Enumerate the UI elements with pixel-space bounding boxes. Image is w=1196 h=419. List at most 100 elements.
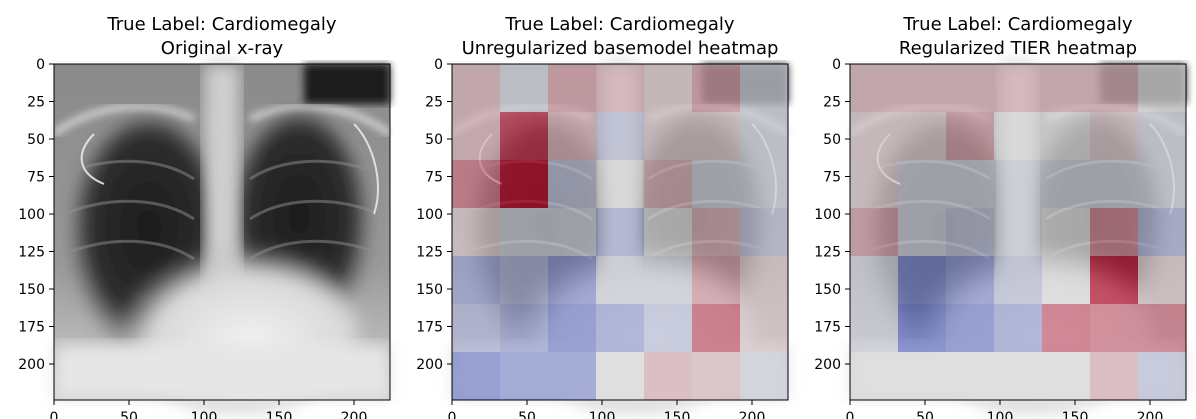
y-tick-label-200: 200 xyxy=(18,357,45,373)
heatmap-cell-r0-c0 xyxy=(452,64,500,112)
heatmap-cell-r5-c2 xyxy=(946,304,994,352)
heatmap-cell-r0-c3 xyxy=(596,64,644,112)
y-tick-label-125: 125 xyxy=(18,245,45,261)
heatmap-cell-r4-c6 xyxy=(740,256,788,304)
heatmap-cell-r2-c0 xyxy=(452,160,500,208)
panel-2-x-ticks: 0 50 100 150 200 xyxy=(448,400,766,419)
heatmap-cell-r5-c2 xyxy=(548,304,596,352)
panel-3-title: True Label: Cardiomegaly xyxy=(902,14,1132,35)
heatmap-cell-r5-c1 xyxy=(500,304,548,352)
heatmap-cell-r4-c2 xyxy=(946,256,994,304)
heatmap-cell-r5-c5 xyxy=(1090,304,1138,352)
y-tick-label-150: 150 xyxy=(814,282,841,298)
heatmap-cell-r0-c2 xyxy=(548,64,596,112)
panel-1: True Label: Cardiomegaly Original x-ray … xyxy=(18,14,390,419)
y-tick-label-125: 125 xyxy=(814,245,841,261)
heatmap-cell-r3-c3 xyxy=(994,208,1042,256)
heatmap-cell-r6-c3 xyxy=(596,352,644,400)
heatmap-cell-r2-c6 xyxy=(1138,160,1186,208)
heatmap-cell-r4-c4 xyxy=(1042,256,1090,304)
heatmap-cell-r6-c0 xyxy=(850,352,898,400)
heatmap-cell-r0-c3 xyxy=(994,64,1042,112)
heatmap-cell-r5-c0 xyxy=(850,304,898,352)
heatmap-cell-r1-c1 xyxy=(500,112,548,160)
heatmap-cell-r2-c1 xyxy=(500,160,548,208)
x-tick-label-200: 200 xyxy=(341,410,368,419)
heatmap-cell-r2-c2 xyxy=(946,160,994,208)
panel-3-subtitle: Regularized TIER heatmap xyxy=(899,38,1137,59)
xray-image xyxy=(54,64,390,414)
x-tick-label-200: 200 xyxy=(1137,410,1164,419)
heatmap-cell-r0-c4 xyxy=(644,64,692,112)
x-tick-label-0: 0 xyxy=(50,410,59,419)
x-tick-label-0: 0 xyxy=(846,410,855,419)
heatmap-cell-r4-c2 xyxy=(548,256,596,304)
y-tick-label-100: 100 xyxy=(18,207,45,223)
y-tick-label-150: 150 xyxy=(18,282,45,298)
heatmap-cell-r4-c1 xyxy=(898,256,946,304)
heatmap-cell-r3-c0 xyxy=(850,208,898,256)
heatmap-cell-r1-c3 xyxy=(596,112,644,160)
heatmap-cell-r6-c4 xyxy=(1042,352,1090,400)
x-tick-label-0: 0 xyxy=(448,410,457,419)
heatmap-cell-r6-c1 xyxy=(898,352,946,400)
panel-3-y-ticks: 0 25 50 75 100 125 150 175 200 xyxy=(814,57,850,373)
heatmap-cell-r1-c6 xyxy=(1138,112,1186,160)
heatmap-cell-r6-c5 xyxy=(1090,352,1138,400)
heatmap-cell-r4-c4 xyxy=(644,256,692,304)
y-tick-label-75: 75 xyxy=(425,170,443,186)
y-tick-label-100: 100 xyxy=(814,207,841,223)
x-tick-label-200: 200 xyxy=(739,410,766,419)
heatmap-cell-r1-c0 xyxy=(452,112,500,160)
panel-3-x-ticks: 0 50 100 150 200 xyxy=(846,400,1164,419)
heatmap-cell-r4-c3 xyxy=(596,256,644,304)
heatmap-cell-r4-c1 xyxy=(500,256,548,304)
panel-2-y-ticks: 0 25 50 75 100 125 150 175 200 xyxy=(416,57,452,373)
heatmap-cell-r3-c0 xyxy=(452,208,500,256)
y-tick-label-25: 25 xyxy=(27,95,45,111)
heatmap-cell-r6-c1 xyxy=(500,352,548,400)
heatmap-cell-r2-c4 xyxy=(1042,160,1090,208)
heatmap-cell-r1-c4 xyxy=(1042,112,1090,160)
heatmap-cell-r3-c2 xyxy=(946,208,994,256)
y-tick-label-200: 200 xyxy=(814,357,841,373)
x-tick-label-50: 50 xyxy=(518,410,536,419)
panel-1-frame xyxy=(53,63,391,401)
heatmap-cell-r0-c6 xyxy=(1138,64,1186,112)
heatmap-cell-r1-c4 xyxy=(644,112,692,160)
panel-1-subtitle: Original x-ray xyxy=(161,38,284,59)
heatmap-cell-r2-c0 xyxy=(850,160,898,208)
y-tick-label-25: 25 xyxy=(823,95,841,111)
heatmap-cell-r0-c1 xyxy=(898,64,946,112)
y-tick-label-75: 75 xyxy=(823,170,841,186)
x-tick-label-150: 150 xyxy=(266,410,293,419)
heatmap-cell-r2-c5 xyxy=(1090,160,1138,208)
panel-3-frame xyxy=(849,63,1187,401)
heatmap-cell-r5-c4 xyxy=(644,304,692,352)
heatmap-cell-r3-c6 xyxy=(740,208,788,256)
panel-1-title: True Label: Cardiomegaly xyxy=(106,14,336,35)
heatmap-cell-r5-c3 xyxy=(994,304,1042,352)
heatmap-cell-r1-c6 xyxy=(740,112,788,160)
panel-3: True Label: Cardiomegaly Regularized TIE… xyxy=(814,14,1186,419)
heatmap-cell-r5-c6 xyxy=(740,304,788,352)
y-tick-label-75: 75 xyxy=(27,170,45,186)
y-tick-label-0: 0 xyxy=(36,57,45,73)
heatmap-cell-r6-c2 xyxy=(946,352,994,400)
x-tick-label-150: 150 xyxy=(664,410,691,419)
panel-2-frame xyxy=(451,63,789,401)
heatmap-cell-r2-c1 xyxy=(898,160,946,208)
heatmap-cell-r5-c3 xyxy=(596,304,644,352)
heatmap-cell-r1-c1 xyxy=(898,112,946,160)
heatmap-cell-r6-c4 xyxy=(644,352,692,400)
panel-3-heatmap xyxy=(850,64,1186,400)
heatmap-cell-r2-c3 xyxy=(596,160,644,208)
heatmap-cell-r4-c5 xyxy=(692,256,740,304)
panel-1-y-ticks: 0 25 50 75 100 125 150 175 200 xyxy=(18,57,54,373)
heatmap-cell-r0-c0 xyxy=(850,64,898,112)
heatmap-cell-r1-c2 xyxy=(946,112,994,160)
panel-1-x-ticks: 0 50 100 150 200 xyxy=(50,400,368,419)
heatmap-cell-r6-c6 xyxy=(740,352,788,400)
panel-2-heatmap xyxy=(452,64,788,400)
